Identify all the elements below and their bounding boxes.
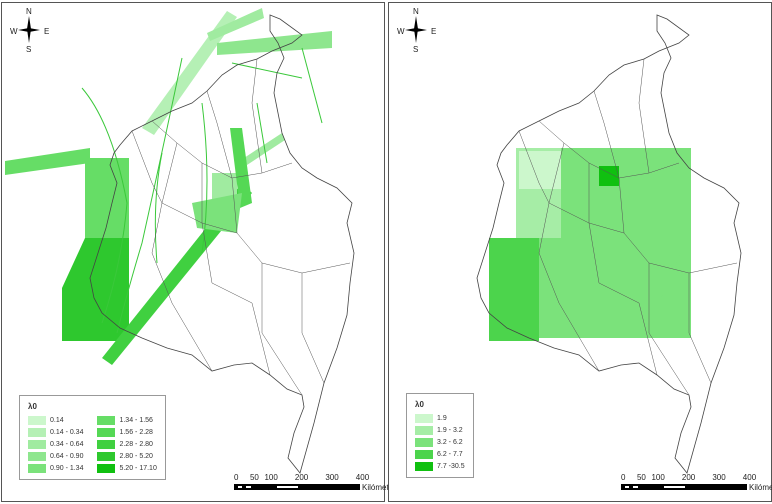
legend-swatch (415, 426, 433, 435)
legend-label: 1.9 - 3.2 (437, 427, 463, 434)
scale-tick: 200 (294, 473, 309, 482)
legend-item: 1.34 - 1.56 (97, 416, 156, 425)
legend-title: λ0 (28, 402, 37, 411)
legend-swatch (97, 452, 116, 461)
source-zones (489, 148, 691, 341)
legend-swatch (97, 416, 116, 425)
zone (519, 151, 561, 189)
scale-tick: 50 (636, 473, 646, 482)
legend-item: 7.7 -30.5 (415, 462, 465, 471)
legend-item: 6.2 - 7.7 (415, 450, 465, 459)
right-map-panel: N S W E λ0 1.9 1.9 - 3.2 3.2 - 6.2 6.2 - 7.… (388, 2, 772, 502)
compass-w: W (397, 27, 405, 36)
compass-n: N (26, 7, 32, 16)
scale-tick: 50 (249, 473, 259, 482)
legend-label: 0.64 - 0.90 (50, 453, 84, 460)
legend-item: 1.9 (415, 414, 465, 423)
scale-tick: 200 (681, 473, 696, 482)
zone (5, 148, 90, 175)
scale-bar-graphic (621, 484, 747, 490)
legend-label: 1.34 - 1.56 (119, 417, 153, 424)
legend-item: 2.80 - 5.20 (97, 452, 156, 461)
scale-tick: 300 (712, 473, 726, 482)
legend-label: 7.7 -30.5 (437, 463, 465, 470)
source-zones (5, 8, 332, 365)
zone (85, 158, 129, 238)
zone (230, 128, 252, 208)
legend: λ0 1.9 1.9 - 3.2 3.2 - 6.2 6.2 - 7.7 7.7 -30… (406, 393, 474, 478)
scale-tick: 100 (651, 473, 665, 482)
legend-swatch (97, 440, 116, 449)
legend-swatch (28, 464, 46, 473)
scale-tick: 300 (325, 473, 339, 482)
legend-item: 0.14 (28, 416, 83, 425)
legend-label: 2.80 - 5.20 (119, 453, 153, 460)
legend-swatch (415, 462, 433, 471)
legend-label: 3.2 - 6.2 (437, 439, 463, 446)
zone (217, 31, 332, 55)
legend-swatch (28, 428, 46, 437)
legend-label: 6.2 - 7.7 (437, 451, 463, 458)
legend-swatch (415, 438, 433, 447)
legend-label: 1.56 - 2.28 (119, 429, 153, 436)
zone (62, 238, 129, 341)
scale-unit: Kilómetros (362, 483, 400, 492)
scale-unit: Kilómetros (749, 483, 772, 492)
legend-swatch (28, 440, 46, 449)
left-map (5, 8, 355, 474)
compass-s: S (413, 45, 419, 54)
scale-tick: 0 (621, 473, 626, 482)
legend-item: 2.28 - 2.80 (97, 440, 156, 449)
legend-swatch (28, 452, 46, 461)
legend-swatch (415, 414, 433, 423)
zone (207, 8, 264, 41)
zone (599, 166, 619, 186)
legend-swatch (28, 416, 46, 425)
zone (142, 11, 237, 135)
fault-lines (81, 47, 323, 334)
legend-item: 1.56 - 2.28 (97, 428, 156, 437)
legend: λ0 0.14 0.14 - 0.34 0.34 - 0.64 0.64 - 0.90… (19, 395, 166, 480)
legend-label: 5.20 - 17.10 (119, 465, 157, 472)
north-arrow: N S W E (10, 7, 50, 54)
legend-label: 0.14 - 0.34 (50, 429, 84, 436)
legend-swatch (97, 428, 116, 437)
compass-star-icon (405, 16, 427, 43)
compass-e: E (431, 27, 437, 36)
compass-star-icon (18, 16, 40, 43)
scale-tick: 400 (355, 473, 370, 482)
left-map-panel: N S W E λ0 0.14 0.14 - 0.34 0.34 - 0.64 0.6… (1, 2, 400, 502)
legend-item: 0.34 - 0.64 (28, 440, 83, 449)
legend-label: 0.14 (50, 417, 64, 424)
compass-s: S (26, 45, 32, 54)
north-arrow: N S W E (397, 7, 437, 54)
legend-label: 0.90 - 1.34 (50, 465, 84, 472)
compass-w: W (10, 27, 18, 36)
legend-item: 3.2 - 6.2 (415, 438, 465, 447)
legend-label: 1.9 (437, 415, 447, 422)
legend-item: 5.20 - 17.10 (97, 464, 157, 473)
right-map (476, 14, 742, 474)
compass-n: N (413, 7, 419, 16)
legend-title: λ0 (415, 400, 424, 409)
legend-item: 1.9 - 3.2 (415, 426, 465, 435)
legend-label: 2.28 - 2.80 (119, 441, 153, 448)
legend-item: 0.64 - 0.90 (28, 452, 83, 461)
scale-bar-graphic (234, 484, 360, 490)
legend-label: 0.34 - 0.64 (50, 441, 84, 448)
zone (489, 238, 539, 341)
zone (192, 193, 242, 233)
legend-swatch (415, 450, 433, 459)
scale-tick: 100 (264, 473, 278, 482)
legend-swatch (97, 464, 116, 473)
compass-e: E (44, 27, 50, 36)
legend-item: 0.90 - 1.34 (28, 464, 83, 473)
scale-tick: 0 (234, 473, 239, 482)
scale-tick: 400 (742, 473, 757, 482)
legend-item: 0.14 - 0.34 (28, 428, 83, 437)
